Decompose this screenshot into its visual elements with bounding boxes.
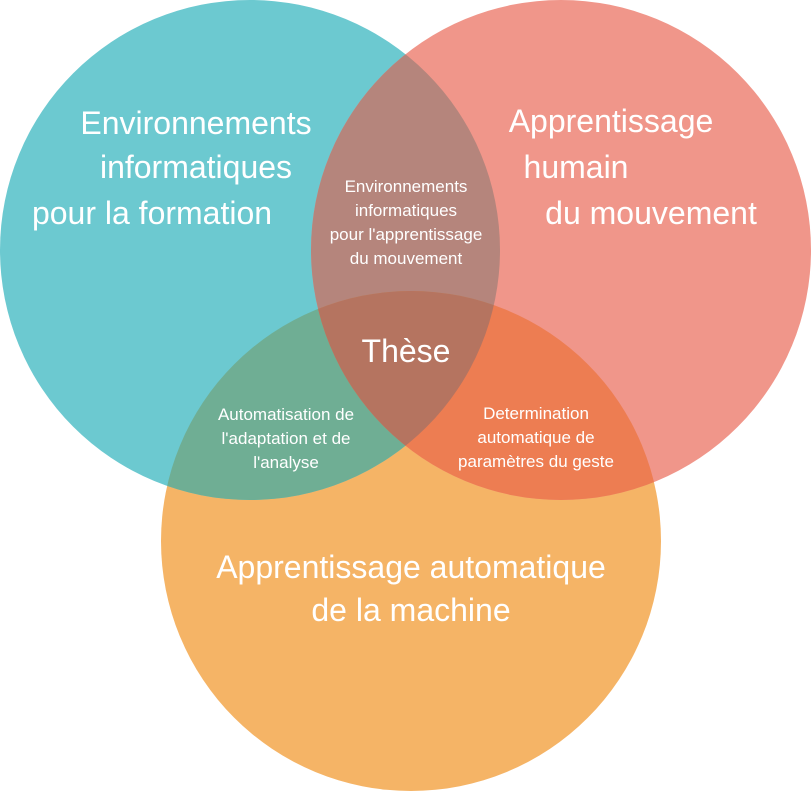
label-overlap-right: Determination automatique de paramètres …: [458, 404, 614, 471]
overlap-left: [161, 291, 500, 500]
top-right-line-1: Apprentissage: [509, 103, 714, 139]
bottom-line-1: Apprentissage automatique: [216, 549, 606, 585]
overlap-top-line-4: du mouvement: [350, 249, 463, 268]
label-top-left: Environnements informatiques pour la for…: [32, 105, 312, 231]
top-right-line-2: humain: [524, 149, 629, 185]
top-right-line-3: du mouvement: [545, 195, 757, 231]
overlap-top-line-3: pour l'apprentissage: [330, 225, 483, 244]
overlap-top-line-2: informatiques: [355, 201, 457, 220]
center-label: Thèse: [362, 333, 451, 369]
overlap-left-line-2: l'adaptation et de: [222, 429, 351, 448]
label-overlap-left: Automatisation de l'adaptation et de l'a…: [218, 405, 354, 472]
overlap-right: [311, 291, 661, 500]
overlap-right-line-2: automatique de: [477, 428, 594, 447]
label-top-right: Apprentissage humain du mouvement: [509, 103, 757, 231]
overlap-right-line-1: Determination: [483, 404, 589, 423]
label-overlap-top: Environnements informatiques pour l'appr…: [330, 177, 483, 268]
overlap-right-line-3: paramètres du geste: [458, 452, 614, 471]
top-left-line-2: informatiques: [100, 149, 292, 185]
overlap-top-line-1: Environnements: [345, 177, 468, 196]
label-bottom: Apprentissage automatique de la machine: [216, 549, 606, 628]
top-left-line-1: Environnements: [80, 105, 311, 141]
overlap-left-line-3: l'analyse: [253, 453, 319, 472]
bottom-line-2: de la machine: [311, 592, 510, 628]
top-left-line-3: pour la formation: [32, 195, 272, 231]
overlap-left-line-1: Automatisation de: [218, 405, 354, 424]
